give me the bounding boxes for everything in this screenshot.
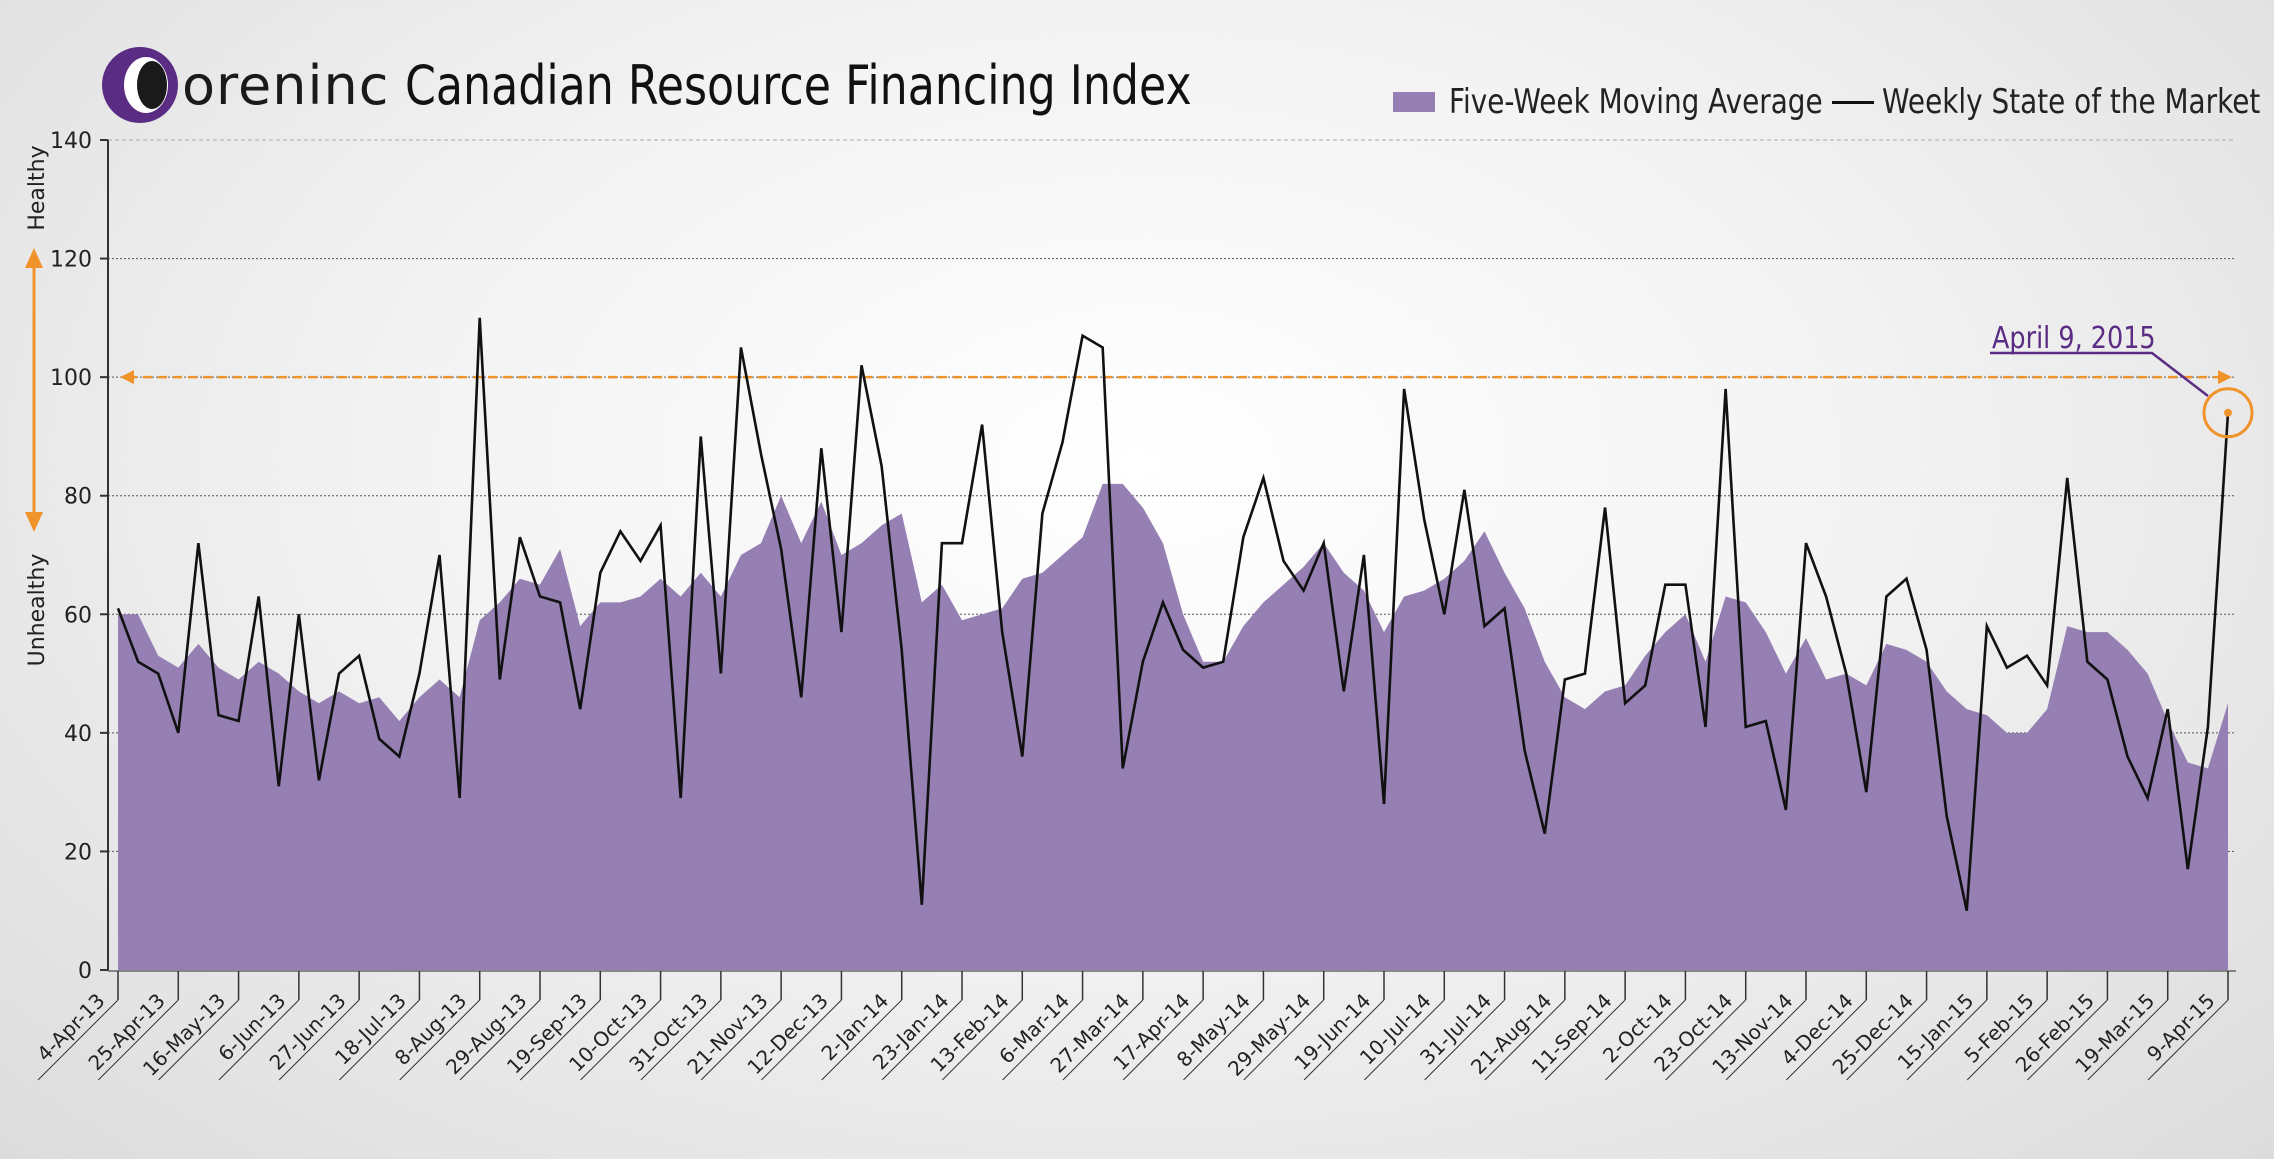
- legend-label-weekly-state: Weekly State of the Market: [1882, 82, 2261, 122]
- x-tick-leader: [1605, 999, 1686, 1081]
- axes: [100, 139, 2236, 972]
- weekly-state-polyline: [116, 317, 2230, 911]
- annotation-point: [2224, 408, 2232, 417]
- y-tick-label: 0: [78, 959, 92, 984]
- x-tick-leader: [1002, 999, 1083, 1081]
- x-tick-leader: [2147, 999, 2229, 1081]
- threshold-left-arrow-icon: [120, 370, 134, 385]
- x-tick-leader: [881, 999, 963, 1081]
- x-tick-leader: [640, 999, 722, 1081]
- x-tick-leader: [1122, 999, 1204, 1081]
- x-tick-leader: [459, 999, 541, 1081]
- x-tick-leader: [761, 999, 842, 1081]
- x-tick-leader: [700, 999, 782, 1081]
- x-tick-leader: [158, 999, 239, 1081]
- x-tick-leader: [580, 999, 661, 1081]
- x-tick-leader: [941, 999, 1023, 1081]
- x-tick-leader: [37, 999, 119, 1081]
- x-tick-leader: [1303, 999, 1385, 1081]
- x-tick-leader: [2027, 999, 2108, 1081]
- y-tick-label: 60: [64, 603, 92, 628]
- x-tick-leader: [1183, 999, 1264, 1081]
- health-arrow-down-icon: [25, 512, 43, 532]
- x-tick-leader: [1363, 999, 1445, 1081]
- healthy-label: Healthy: [25, 145, 50, 230]
- x-tick-leader: [1424, 999, 1505, 1081]
- y-tick-label: 20: [64, 840, 92, 865]
- oreninc-logo-icon: [102, 47, 178, 123]
- annotation: April 9, 2015: [1990, 320, 2254, 439]
- x-tick-leader: [1243, 999, 1325, 1081]
- x-tick-leader: [218, 999, 300, 1081]
- legend-swatch-area: [1393, 92, 1435, 112]
- x-tick-leader: [519, 999, 601, 1081]
- y-tick-label: 80: [64, 485, 92, 510]
- x-tick-leader: [1785, 999, 1867, 1081]
- x-tick-leader: [2087, 999, 2169, 1081]
- moving-average-area-shape: [118, 483, 2228, 970]
- x-tick-leader: [1725, 999, 1807, 1081]
- health-arrow-up-icon: [25, 248, 43, 268]
- health-indicator: Healthy Unhealthy: [25, 145, 50, 666]
- x-tick-leader: [339, 999, 420, 1081]
- logo-title-group: oreninc Canadian Resource Financing Inde…: [100, 40, 1365, 130]
- x-tick-leader: [278, 999, 360, 1081]
- annotation-leader: [1990, 351, 2209, 397]
- threshold-right-arrow-icon: [2218, 370, 2232, 385]
- legend-item-moving-average: Five-Week Moving Average: [1393, 80, 1905, 124]
- x-tick-labels: 4-Apr-1325-Apr-1316-May-136-Jun-1327-Jun…: [32, 971, 2229, 1081]
- legend-label-moving-average: Five-Week Moving Average: [1449, 82, 1823, 122]
- moving-average-area: [118, 483, 2228, 970]
- x-tick-leader: [1544, 999, 1626, 1081]
- x-tick-leader: [1906, 999, 1988, 1081]
- legend-swatch-line: [1832, 100, 1874, 104]
- x-tick-leader: [1062, 999, 1144, 1081]
- x-tick-leader: [1966, 999, 2048, 1081]
- y-tick-label: 120: [50, 248, 92, 273]
- annotation-label: April 9, 2015: [1992, 320, 2156, 356]
- legend-item-weekly-state: Weekly State of the Market: [1832, 80, 2274, 124]
- chart-title: Canadian Resource Financing Index: [405, 53, 1193, 117]
- y-tick-labels: 0 20 40 60 80 100 120 140: [50, 129, 92, 984]
- x-tick-leader: [1665, 999, 1747, 1081]
- x-tick-leader: [1846, 999, 1927, 1081]
- annotation-circle: [2202, 387, 2254, 439]
- logo-wordmark: oreninc: [182, 53, 390, 117]
- y-tick-label: 140: [50, 129, 92, 154]
- x-tick-leader: [1484, 999, 1566, 1081]
- x-tick-leader: [97, 999, 179, 1081]
- x-tick-leader: [821, 999, 903, 1081]
- weekly-state-line: [116, 317, 2230, 911]
- unhealthy-label: Unhealthy: [25, 554, 50, 667]
- x-tick-leader: [399, 999, 481, 1081]
- y-tick-label: 100: [50, 366, 92, 391]
- y-tick-label: 40: [64, 722, 92, 747]
